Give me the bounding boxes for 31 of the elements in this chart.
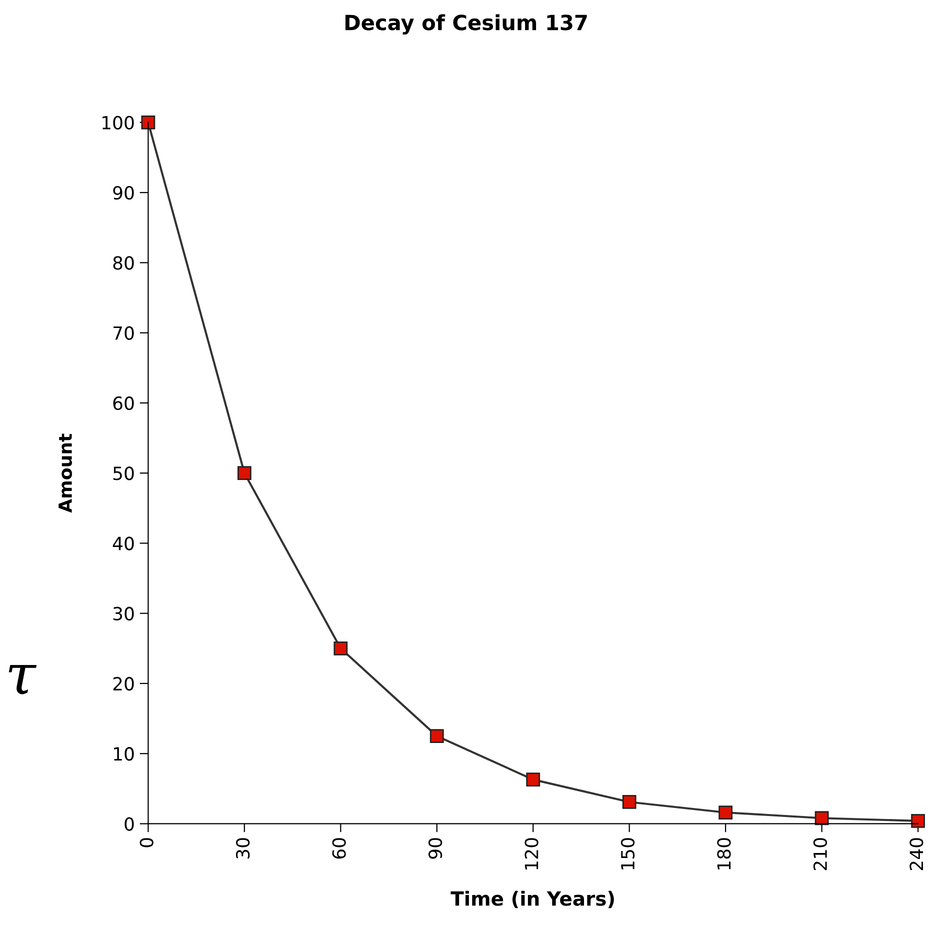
- x-tick-label: 150: [620, 838, 635, 870]
- y-tick-label: 0: [124, 817, 134, 831]
- point: [430, 729, 444, 744]
- point: [334, 641, 348, 656]
- y-tick-label: 90: [113, 186, 134, 200]
- y-tick-label: 60: [113, 396, 134, 410]
- y-tick-label: 20: [113, 676, 134, 691]
- x-tick-label: 60: [332, 838, 346, 859]
- text: τ: [8, 665, 37, 694]
- y-axis-title: Amount: [58, 434, 72, 513]
- point: [526, 772, 540, 786]
- point: [622, 795, 636, 809]
- x-tick-label: 30: [236, 838, 250, 859]
- x-tick-label: 0: [140, 838, 154, 848]
- point: [911, 814, 925, 828]
- y-tick-label: 50: [113, 466, 134, 480]
- point: [237, 466, 252, 480]
- point: [718, 806, 733, 820]
- y-tick-label: 80: [113, 256, 134, 270]
- x-tick-label: 210: [813, 838, 828, 870]
- y-tick-label: 40: [112, 536, 134, 550]
- y-tick-label: 70: [114, 326, 134, 340]
- x-tick-label: 120: [524, 838, 538, 870]
- x-axis-title: Time (in Years): [450, 890, 614, 908]
- chart-title: Decay of Cesium 137: [345, 14, 587, 35]
- y-tick-label: 30: [113, 606, 134, 620]
- x-tick-label: 90: [428, 838, 442, 859]
- y-tick-label: 100: [102, 116, 134, 130]
- x-tick-label: 240: [910, 838, 924, 870]
- y-tick-label: 10: [114, 747, 134, 761]
- x-tick-label: 180: [717, 838, 731, 870]
